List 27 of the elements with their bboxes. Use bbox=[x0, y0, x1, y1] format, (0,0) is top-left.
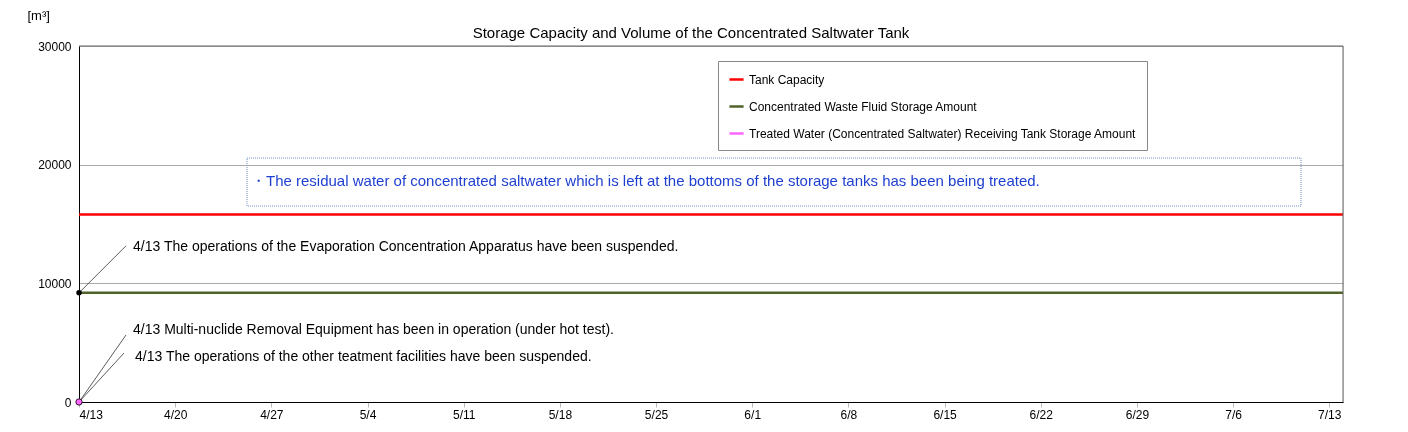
x-tick-label: 6/1 bbox=[744, 407, 762, 422]
x-tick-label: 5/4 bbox=[359, 407, 377, 422]
x-tick-label: 4/27 bbox=[260, 407, 284, 422]
y-tick-label: 20000 bbox=[38, 158, 72, 173]
legend-label: Treated Water (Concentrated Saltwater) Receiving Tank Storage Amount bbox=[749, 126, 1137, 141]
legend-label: Tank Capacity bbox=[749, 72, 825, 87]
x-tick-label: 7/13 bbox=[1318, 407, 1342, 422]
x-tick-label: 4/13 bbox=[79, 407, 104, 422]
chart-title: Storage Capacity and Volume of the Concentrated Saltwater Tank bbox=[472, 24, 910, 41]
x-tick-label: 6/8 bbox=[840, 407, 858, 422]
y-axis-title: [m³] bbox=[27, 7, 50, 23]
x-tick-label: 6/22 bbox=[1029, 407, 1054, 422]
annotation: 4/13 The operations of the other teatment facilities have been suspended. bbox=[135, 348, 592, 364]
x-tick-label: 6/15 bbox=[933, 407, 958, 422]
y-tick-label: 0 bbox=[64, 395, 72, 410]
annotation: 4/13 Multi-nuclide Removal Equipment has been in operation (under hot test). bbox=[133, 321, 614, 337]
annotation: ・The residual water of concentrated saltwater which is left at the bottoms of the storage tanks has been being treated. bbox=[251, 172, 1040, 189]
x-tick-label: 6/29 bbox=[1125, 407, 1150, 422]
x-tick-label: 4/20 bbox=[163, 407, 188, 422]
y-tick-label: 30000 bbox=[38, 39, 72, 54]
x-tick-label: 5/11 bbox=[452, 407, 476, 422]
y-tick-label: 10000 bbox=[38, 276, 72, 291]
annotation: 4/13 The operations of the Evaporation Concentration Apparatus have been suspended. bbox=[133, 237, 679, 254]
x-tick-label: 5/25 bbox=[644, 407, 669, 422]
x-tick-label: 7/6 bbox=[1225, 407, 1243, 422]
legend-label: Concentrated Waste Fluid Storage Amount bbox=[749, 99, 978, 114]
x-tick-label: 5/18 bbox=[548, 407, 573, 422]
